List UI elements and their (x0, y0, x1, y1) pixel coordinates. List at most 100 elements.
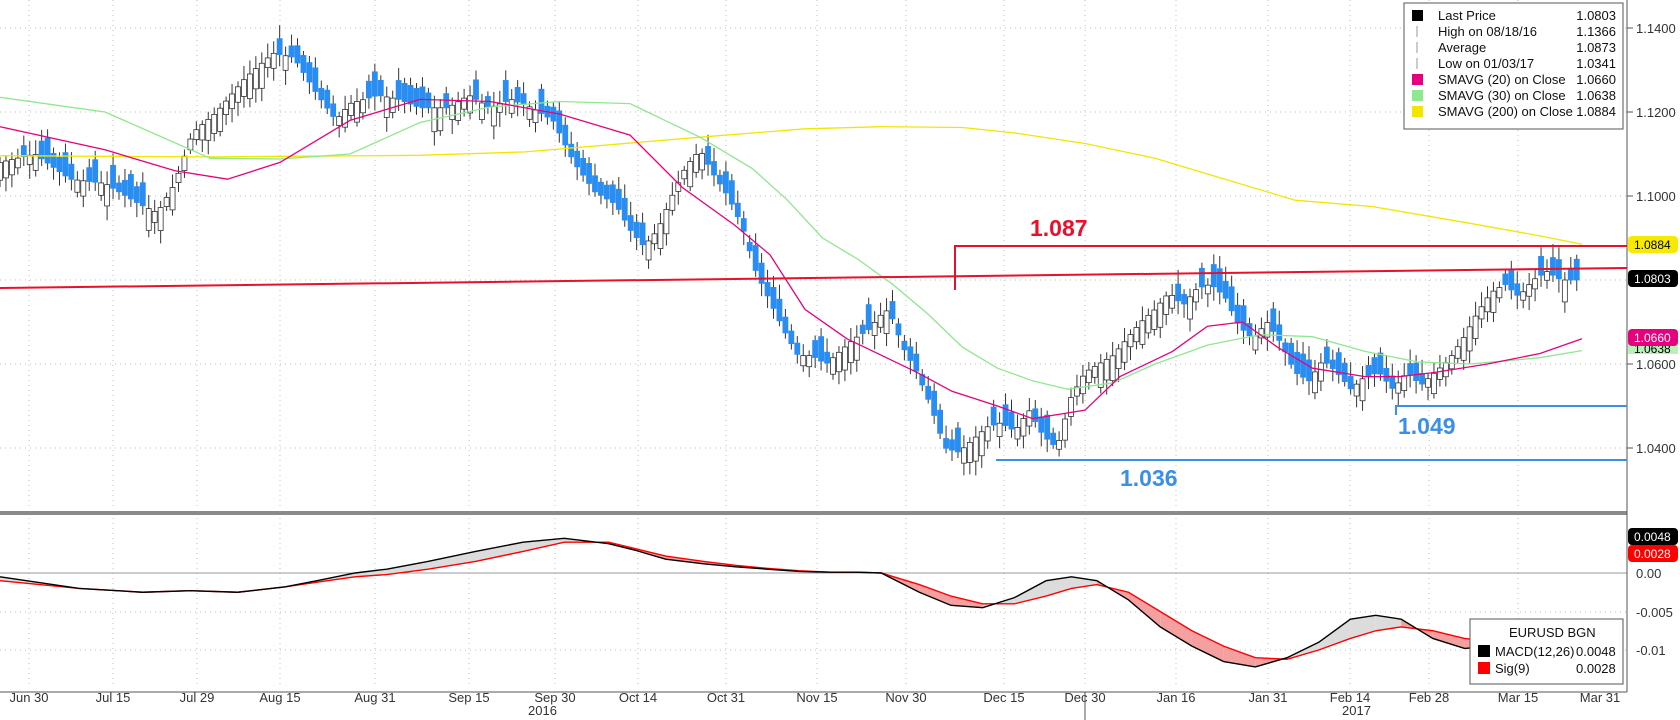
year-label-2016: 2016 (528, 703, 557, 718)
candle-up (104, 184, 110, 207)
candle-down (562, 124, 569, 146)
candle-up (1264, 322, 1271, 338)
candle-down (1234, 304, 1241, 324)
candle-up (1157, 302, 1164, 328)
legend-value: 1.0638 (1576, 88, 1616, 103)
candle-down (1210, 264, 1217, 288)
candle-down (609, 184, 616, 203)
candle-down (1032, 408, 1039, 422)
candle-down (818, 336, 824, 362)
candle-up (342, 109, 349, 128)
candle-up (1145, 314, 1152, 334)
candle-up (461, 97, 468, 110)
candle-up (1359, 378, 1366, 402)
candle-down (764, 282, 771, 297)
candle-up (1085, 369, 1092, 384)
candle-up (1169, 295, 1176, 309)
candle-down (574, 150, 581, 168)
candle-down (419, 86, 426, 109)
candle-up (1431, 372, 1437, 395)
candle-down (520, 93, 527, 105)
candle-down (514, 87, 521, 103)
candle-up (1496, 287, 1503, 299)
candle-down (627, 215, 634, 231)
candle-down (122, 179, 128, 196)
legend-label: Low on 01/03/17 (1438, 56, 1534, 71)
y-tick-label: 1.1000 (1636, 189, 1676, 204)
candle-down (943, 438, 949, 449)
candle-up (181, 155, 188, 171)
candle-up (996, 422, 1003, 438)
candle-down (92, 159, 99, 183)
candle-up (871, 322, 878, 336)
candle-up (1121, 341, 1128, 363)
candle-down (824, 351, 830, 364)
candle-down (621, 197, 628, 221)
candle-up (98, 182, 105, 196)
x-tick-label: Feb 14 (1330, 690, 1370, 705)
candle-down (925, 385, 932, 400)
tag-signal: 0.0028 (1634, 547, 1671, 561)
candle-down (615, 188, 622, 210)
candle-down (1300, 353, 1306, 378)
candle-down (723, 171, 729, 194)
candle-down (1419, 373, 1425, 385)
candle-up (1097, 362, 1104, 388)
candle-down (276, 38, 283, 55)
smavg-30-on-close-line (0, 96, 1583, 390)
candle-up (175, 172, 182, 183)
candle-down (556, 110, 563, 134)
y-tick-label: 1.0400 (1636, 441, 1676, 456)
candle-down (288, 45, 295, 58)
candle-up (978, 431, 985, 457)
candle-down (788, 330, 795, 345)
candle-up (508, 99, 515, 114)
candle-down (889, 301, 896, 320)
smavg-200-on-close-line (0, 126, 1583, 245)
candle-up (479, 102, 485, 120)
candle-down (300, 55, 307, 73)
candle-down (705, 146, 711, 165)
candle-up (1425, 378, 1431, 388)
x-axis: Jun 30 Jul 15 Jul 29 Aug 15 Aug 31 Sep 15 Sep … (9, 690, 1620, 705)
candle-up (14, 157, 21, 169)
candle-down (931, 390, 938, 416)
price-value-tags: 1.0884 1.0803 1.0638 1.0660 (1628, 236, 1678, 356)
legend-value: 1.0803 (1576, 8, 1616, 23)
candle-down (1407, 363, 1414, 376)
candle-up (1014, 427, 1021, 440)
candle-up (1062, 418, 1068, 441)
candle-up (169, 187, 176, 211)
candle-up (211, 114, 218, 134)
macd-fill-negative (951, 596, 983, 608)
price-candles (0, 25, 1580, 476)
annotation-1087: 1.087 (1030, 215, 1088, 241)
price-y-axis: 1.1400 1.1200 1.1000 1.0600 1.0400 (1627, 21, 1676, 456)
x-tick-label: Nov 15 (796, 690, 837, 705)
candle-up (1526, 284, 1533, 297)
candle-down (1002, 404, 1009, 426)
legend-label: SMAVG (200) on Close (1438, 104, 1573, 119)
x-tick-label: Oct 31 (707, 690, 745, 705)
candle-up (1187, 296, 1193, 320)
candle-down (990, 406, 997, 426)
candle-up (223, 100, 230, 115)
candle-down (901, 340, 908, 351)
candle-down (20, 145, 27, 158)
candle-down (859, 324, 866, 334)
candle-up (1472, 315, 1479, 339)
candle-down (1347, 375, 1354, 390)
candle-up (252, 68, 259, 90)
candle-down (365, 80, 372, 99)
candle-down (782, 316, 789, 334)
candle-up (1133, 327, 1140, 343)
x-tick-label: Sep 15 (448, 690, 489, 705)
candle-up (360, 99, 366, 114)
legend-label: SMAVG (30) on Close (1438, 88, 1566, 103)
candle-up (151, 211, 158, 223)
candle-up (836, 351, 842, 373)
macd-fill-negative (1223, 646, 1256, 667)
candle-up (455, 101, 462, 121)
legend-value: 1.0341 (1576, 56, 1616, 71)
